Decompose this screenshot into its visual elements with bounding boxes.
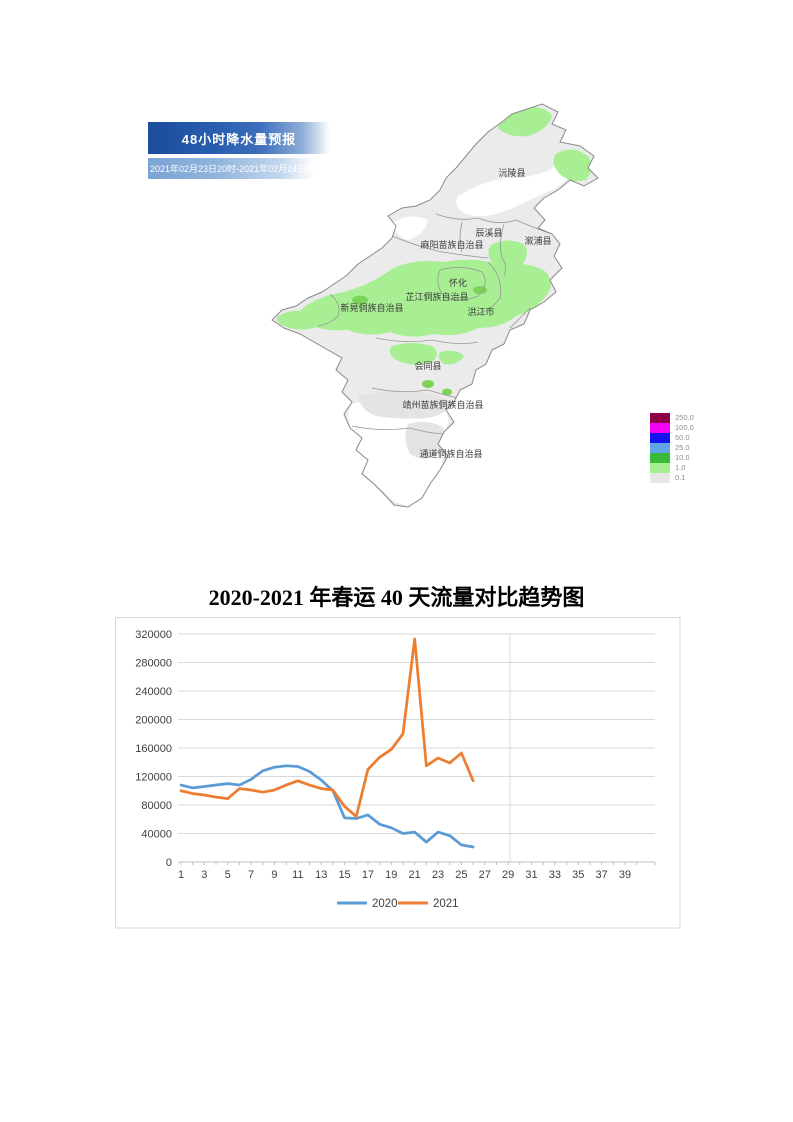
- county-label: 芷江侗族自治县: [405, 291, 468, 302]
- map-date-bar: 2021年02月23日20时-2021年02月24日20时: [148, 158, 325, 179]
- precipitation-legend: 250.0 100.0 50.0 25.0 10.0 1.0 0.1: [650, 413, 694, 483]
- map-date-range: 2021年02月23日20时-2021年02月24日20时: [150, 164, 326, 174]
- x-axis-label: 23: [432, 869, 444, 881]
- x-axis-label: 21: [409, 869, 421, 881]
- traffic-line-chart: 0 40000 80000 120000 160000 200000 240000 28000…: [115, 617, 681, 929]
- county-label: 会同县: [414, 360, 441, 371]
- legend-label: 2020: [372, 898, 398, 910]
- x-axis-label: 7: [248, 869, 254, 881]
- y-axis-label: 320000: [135, 629, 172, 641]
- legend-value: 0.1: [675, 473, 686, 482]
- y-axis-label: 160000: [135, 743, 172, 755]
- legend-swatch: [650, 463, 670, 473]
- x-axis-label: 27: [479, 869, 491, 881]
- x-axis-label: 13: [315, 869, 327, 881]
- legend-value: 50.0: [675, 433, 690, 442]
- legend-swatch: [650, 413, 670, 423]
- legend-row: 0.1: [650, 473, 694, 483]
- x-axis-label: 17: [362, 869, 374, 881]
- legend-label: 2021: [433, 898, 459, 910]
- map-title-banner: 48小时降水量预报: [148, 122, 330, 154]
- y-axis-label: 280000: [135, 658, 172, 670]
- heavier-rain-spots: [352, 286, 487, 396]
- series-line-2020: [179, 764, 475, 849]
- county-label: 怀化: [449, 277, 467, 288]
- legend-swatch: [650, 433, 670, 443]
- x-axis-label: 35: [572, 869, 584, 881]
- y-axis-label: 120000: [135, 772, 172, 784]
- x-axis-label: 5: [225, 869, 231, 881]
- x-axis-label: 31: [525, 869, 537, 881]
- x-axis-label: 15: [338, 869, 350, 881]
- legend-row: 50.0: [650, 433, 694, 443]
- county-label: 辰溪县: [475, 227, 502, 238]
- county-label: 溆浦县: [524, 235, 551, 246]
- x-axis-label: 33: [549, 869, 561, 881]
- county-label: 通道侗族自治县: [419, 448, 482, 459]
- legend-swatch: [650, 423, 670, 433]
- y-axis-label: 80000: [141, 800, 172, 812]
- x-axis-label: 1: [178, 869, 184, 881]
- legend-swatch: [650, 453, 670, 463]
- county-label: 靖州苗族侗族自治县: [402, 399, 483, 410]
- legend-value: 250.0: [675, 413, 694, 422]
- x-axis-label: 25: [455, 869, 467, 881]
- chart-frame: [115, 617, 681, 929]
- y-axis-label: 40000: [141, 829, 172, 841]
- legend-row: 1.0: [650, 463, 694, 473]
- x-axis-label: 9: [271, 869, 277, 881]
- x-axis-label: 3: [201, 869, 207, 881]
- x-axis-label: 19: [385, 869, 397, 881]
- legend-row: 100.0: [650, 423, 694, 433]
- county-label: 新晃侗族自治县: [340, 302, 403, 313]
- x-axis-label: 39: [619, 869, 631, 881]
- chart-title: 2020-2021 年春运 40 天流量对比趋势图: [208, 585, 585, 610]
- legend-row: 25.0: [650, 443, 694, 453]
- legend-row: 10.0: [650, 453, 694, 463]
- light-rain-gray-patches: [358, 391, 452, 459]
- county-borders: [317, 213, 553, 435]
- legend-row: 250.0: [650, 413, 694, 423]
- x-axis-label: 11: [292, 869, 303, 881]
- county-label: 麻阳苗族自治县: [420, 239, 483, 250]
- y-axis-label: 0: [166, 857, 172, 869]
- legend-value: 25.0: [675, 443, 690, 452]
- county-label: 沅陵县: [498, 167, 525, 178]
- x-axis-label: 37: [595, 869, 607, 881]
- county-label: 洪江市: [467, 306, 494, 317]
- map-title: 48小时降水量预报: [181, 131, 297, 147]
- legend-value: 10.0: [675, 453, 690, 462]
- y-axis-label: 240000: [135, 686, 172, 698]
- y-axis-label: 200000: [135, 715, 172, 727]
- legend-value: 100.0: [675, 423, 694, 432]
- legend-value: 1.0: [675, 463, 686, 472]
- legend-swatch: [650, 473, 670, 483]
- x-axis-label: 29: [502, 869, 514, 881]
- legend-swatch: [650, 443, 670, 453]
- series-line-2021: [179, 637, 475, 818]
